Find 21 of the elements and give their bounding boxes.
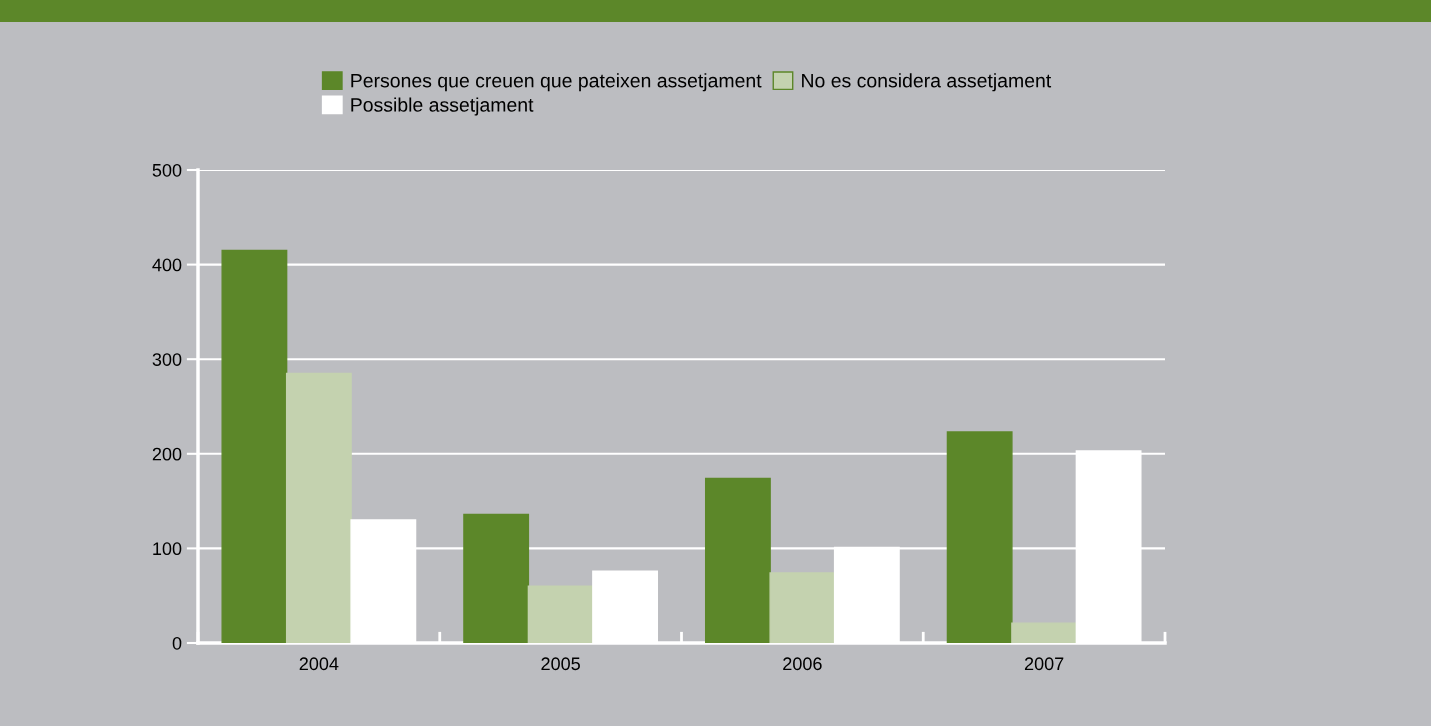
y-tick-label: 200 xyxy=(152,447,182,461)
y-tick-label: 500 xyxy=(152,163,182,177)
legend-label: Persones que creuen que pateixen assetjament xyxy=(351,73,762,92)
x-tick-label: 2005 xyxy=(541,657,580,671)
x-tick-label: 2006 xyxy=(783,657,822,671)
bar xyxy=(1011,622,1078,643)
legend-label: No es considera assetjament xyxy=(802,73,1052,92)
y-tick-label: 300 xyxy=(152,353,182,366)
y-tick-label: 0 xyxy=(172,636,182,650)
x-tick-label: 2004 xyxy=(299,657,339,671)
legend-label: Possible assetjament xyxy=(351,97,534,116)
y-tick-label: 100 xyxy=(153,542,182,556)
bar xyxy=(946,431,1013,643)
bar xyxy=(704,477,771,643)
bar xyxy=(527,585,594,643)
x-tick-label: 2007 xyxy=(1024,657,1064,671)
bar xyxy=(221,249,288,643)
bar xyxy=(769,572,836,643)
y-tick-label: 400 xyxy=(152,258,182,272)
bar xyxy=(463,513,530,643)
bar xyxy=(285,372,352,643)
